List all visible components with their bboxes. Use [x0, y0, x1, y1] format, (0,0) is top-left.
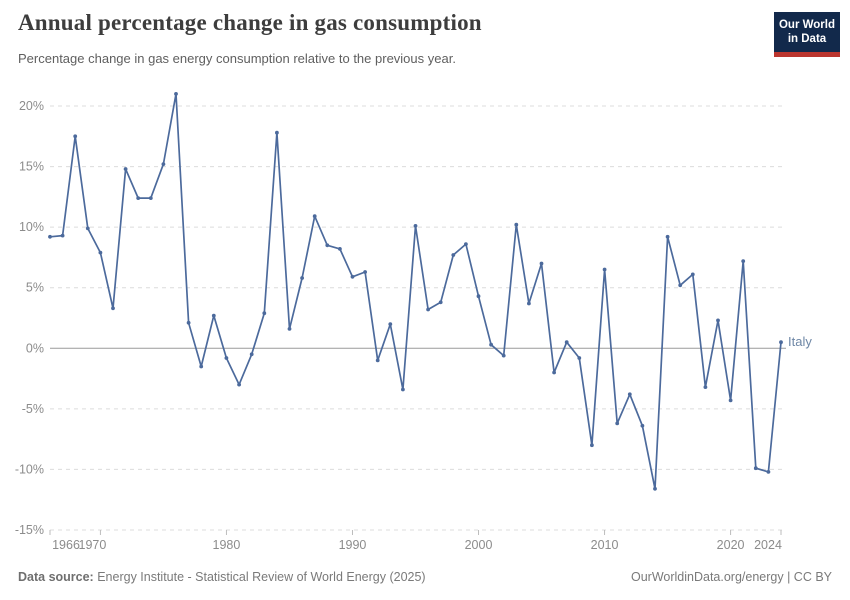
- data-point[interactable]: [741, 259, 746, 263]
- data-point[interactable]: [501, 353, 506, 358]
- data-point[interactable]: [98, 250, 103, 255]
- data-point[interactable]: [653, 486, 657, 491]
- data-point[interactable]: [48, 234, 52, 239]
- y-axis-tick-label: 0%: [26, 341, 44, 355]
- data-point[interactable]: [627, 392, 632, 397]
- x-axis-tick-label: 1966: [52, 538, 80, 552]
- data-point[interactable]: [438, 300, 443, 305]
- data-point[interactable]: [363, 270, 367, 274]
- y-axis-tick-label: 5%: [26, 281, 44, 295]
- data-point[interactable]: [73, 134, 78, 139]
- data-point[interactable]: [527, 301, 531, 306]
- data-point[interactable]: [401, 387, 405, 392]
- data-point[interactable]: [413, 224, 418, 228]
- data-point[interactable]: [514, 222, 519, 227]
- data-point[interactable]: [753, 466, 758, 471]
- page-subtitle: Percentage change in gas energy consumpt…: [18, 51, 456, 66]
- chart-footer: Data source: Energy Institute - Statisti…: [18, 570, 832, 584]
- data-point[interactable]: [590, 443, 594, 448]
- x-axis-tick-label: 2024: [754, 538, 782, 552]
- data-point[interactable]: [199, 364, 204, 369]
- y-axis-tick-label: 20%: [19, 99, 44, 113]
- x-axis-tick-label: 2010: [591, 538, 619, 552]
- y-axis-tick-label: -5%: [22, 402, 44, 416]
- logo-line1: Our World: [778, 18, 835, 31]
- entity-label: Italy: [788, 334, 812, 349]
- data-point[interactable]: [186, 320, 191, 325]
- x-axis-tick-label: 2000: [465, 538, 493, 552]
- y-axis-tick-label: 15%: [19, 160, 44, 174]
- x-axis-tick-label: 1980: [213, 538, 241, 552]
- data-point[interactable]: [640, 423, 645, 428]
- data-source-text: Energy Institute - Statistical Review of…: [93, 570, 426, 584]
- data-point[interactable]: [148, 196, 153, 201]
- data-point[interactable]: [665, 234, 670, 239]
- data-point[interactable]: [300, 276, 304, 280]
- line-series-italy[interactable]: [49, 93, 782, 490]
- data-point[interactable]: [275, 130, 279, 135]
- data-point[interactable]: [678, 283, 683, 288]
- data-source-label: Data source:: [18, 570, 94, 584]
- x-axis-tick-label: 2020: [717, 538, 745, 552]
- data-point[interactable]: [350, 274, 355, 279]
- data-point[interactable]: [161, 162, 166, 167]
- data-point[interactable]: [174, 92, 178, 96]
- data-point[interactable]: [690, 272, 695, 277]
- data-point[interactable]: [136, 196, 141, 201]
- data-point[interactable]: [85, 226, 90, 231]
- data-point[interactable]: [602, 267, 607, 272]
- data-point[interactable]: [703, 385, 708, 389]
- data-point[interactable]: [615, 421, 620, 426]
- owid-credit-link[interactable]: OurWorldinData.org/energy | CC BY: [630, 570, 832, 584]
- data-point[interactable]: [287, 327, 292, 331]
- data-point[interactable]: [338, 247, 342, 251]
- y-axis-tick-label: -15%: [15, 523, 44, 537]
- data-point[interactable]: [312, 214, 317, 219]
- page-title: Annual percentage change in gas consumpt…: [18, 10, 482, 35]
- owid-logo: Our World in Data: [774, 12, 840, 57]
- data-point[interactable]: [464, 242, 468, 247]
- data-point[interactable]: [60, 233, 65, 238]
- data-point[interactable]: [375, 358, 380, 363]
- data-point[interactable]: [476, 294, 481, 299]
- data-point[interactable]: [716, 318, 720, 323]
- data-point[interactable]: [728, 398, 733, 403]
- data-point[interactable]: [325, 243, 330, 248]
- data-point[interactable]: [123, 167, 128, 171]
- data-point[interactable]: [249, 352, 254, 357]
- data-point[interactable]: [111, 306, 115, 311]
- data-source: Data source: Energy Institute - Statisti…: [18, 570, 426, 584]
- x-axis-tick-label: 1970: [79, 538, 107, 552]
- data-point[interactable]: [388, 322, 393, 326]
- y-axis-tick-label: -10%: [15, 462, 44, 476]
- data-point[interactable]: [224, 356, 229, 360]
- data-point[interactable]: [237, 382, 242, 387]
- x-axis-tick-label: 1990: [339, 538, 367, 552]
- data-point[interactable]: [564, 340, 569, 345]
- data-point[interactable]: [577, 356, 582, 360]
- data-point[interactable]: [451, 253, 456, 257]
- data-point[interactable]: [211, 313, 216, 318]
- data-point[interactable]: [552, 370, 556, 375]
- data-point[interactable]: [539, 261, 544, 266]
- logo-line2: in Data: [787, 33, 827, 45]
- data-point[interactable]: [766, 470, 771, 474]
- data-point[interactable]: [779, 340, 783, 345]
- data-point[interactable]: [426, 307, 430, 312]
- y-axis-tick-label: 10%: [19, 220, 44, 234]
- data-point[interactable]: [262, 311, 267, 316]
- data-point[interactable]: [489, 342, 493, 347]
